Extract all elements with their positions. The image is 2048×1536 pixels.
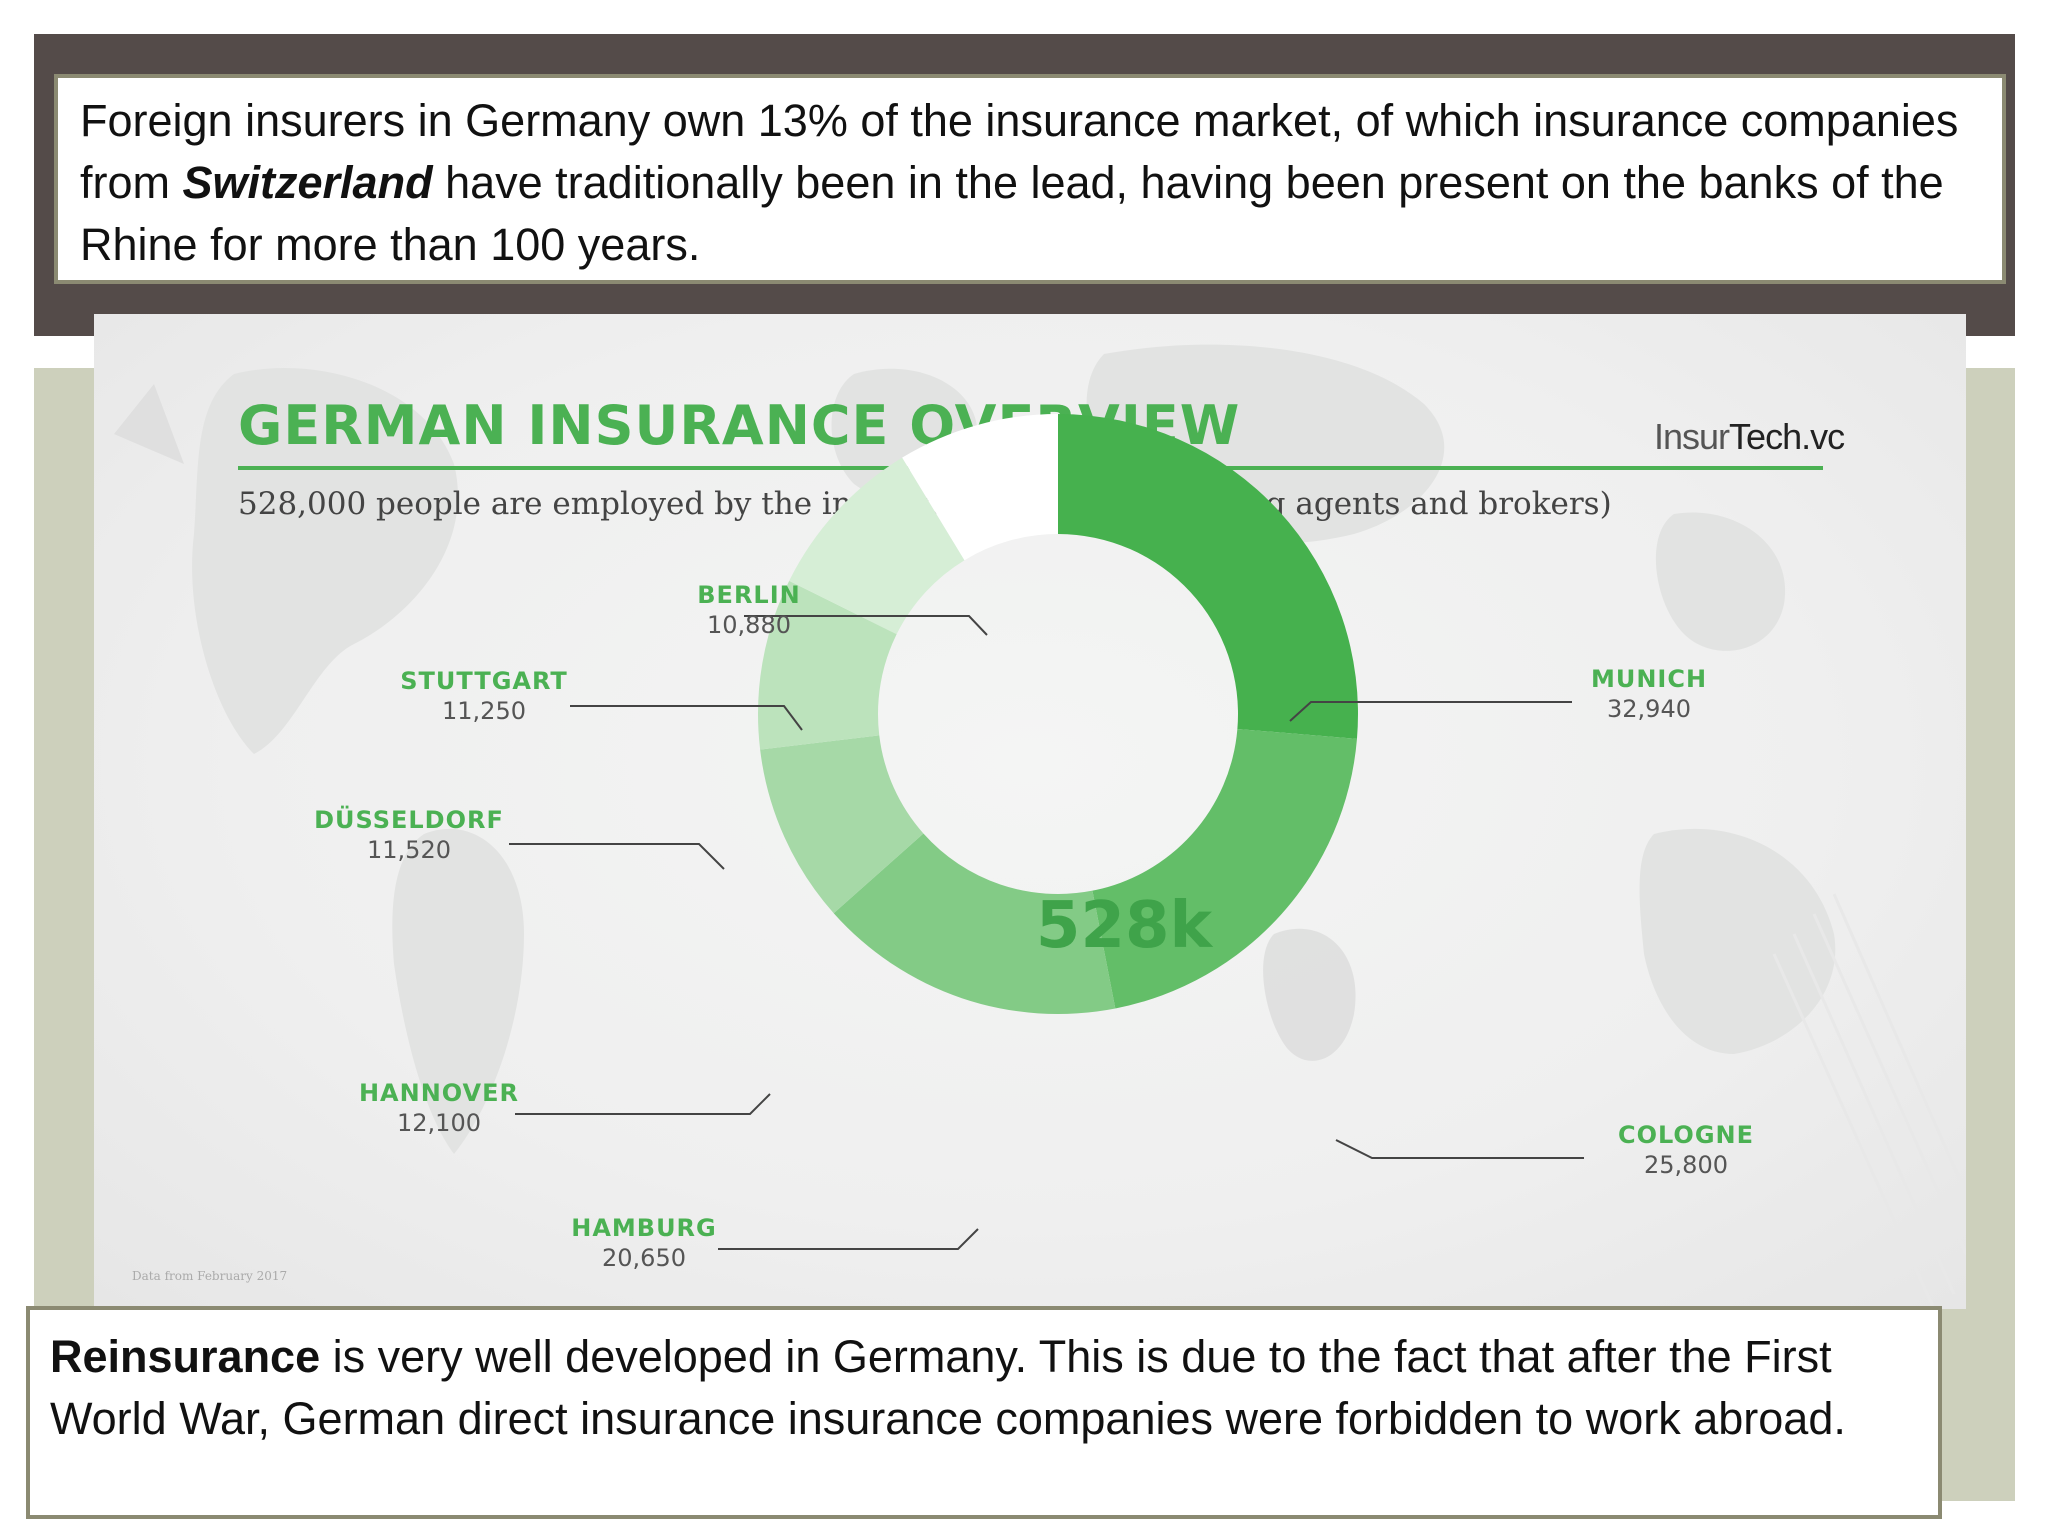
- label-hannover-name: HANNOVER: [358, 1079, 520, 1107]
- label-stuttgart-value: 11,250: [442, 697, 526, 725]
- donut-slice-stuttgart: [789, 457, 965, 635]
- reinsurance-keyword: Reinsurance: [50, 1331, 321, 1382]
- brand-part-2: Tech.vc: [1729, 416, 1845, 457]
- intro-text-end: have traditionally been in the lead, hav…: [80, 157, 1944, 270]
- label-cologne-name: COLOGNE: [1617, 1121, 1755, 1149]
- donut-slice-hamburg: [833, 833, 1116, 1014]
- label-berlin: BERLIN 10,880: [634, 580, 864, 640]
- label-dusseldorf: DÜSSELDORF 11,520: [279, 805, 539, 865]
- label-cologne-value: 25,800: [1644, 1151, 1728, 1179]
- label-munich-name: MUNICH: [1590, 665, 1708, 693]
- leader-stuttgart: [570, 705, 803, 731]
- data-source-footnote: Data from February 2017: [132, 1269, 288, 1283]
- leader-cologne: [1335, 1139, 1584, 1159]
- intro-emphasis: Switzerland: [182, 157, 433, 208]
- label-hamburg-name: HAMBURG: [571, 1214, 717, 1242]
- donut-chart: [509, 414, 1584, 1250]
- brand-part-1: Insur: [1654, 416, 1730, 457]
- label-munich-value: 32,940: [1607, 695, 1691, 723]
- brand-logo: InsurTech.vc: [1654, 416, 1845, 458]
- label-hannover-value: 12,100: [397, 1109, 481, 1137]
- label-hamburg-value: 20,650: [602, 1244, 686, 1272]
- leader-hamburg: [718, 1228, 979, 1250]
- label-stuttgart: STUTTGART 11,250: [354, 666, 614, 726]
- label-hamburg: HAMBURG 20,650: [524, 1213, 764, 1273]
- leader-dusseldorf: [509, 843, 725, 870]
- donut-slice-berlin: [902, 414, 1058, 561]
- leader-hannover: [515, 1093, 771, 1115]
- leader-berlin: [744, 615, 988, 636]
- donut-slice-munich: [1058, 414, 1358, 739]
- label-berlin-value: 10,880: [707, 611, 791, 639]
- donut-slice-düsseldorf: [758, 580, 897, 750]
- donut-slice-hannover: [760, 735, 924, 914]
- infographic-panel: GERMAN INSURANCE OVERVIEW InsurTech.vc 5…: [94, 314, 1966, 1309]
- donut-center-total: 528k: [1035, 889, 1213, 963]
- leader-munich: [1289, 701, 1572, 722]
- label-stuttgart-name: STUTTGART: [400, 667, 568, 695]
- intro-text-box: Foreign insurers in Germany own 13% of t…: [54, 74, 2006, 284]
- label-hannover: HANNOVER 12,100: [319, 1078, 559, 1138]
- label-berlin-name: BERLIN: [697, 581, 801, 609]
- reinsurance-text: is very well developed in Germany. This …: [50, 1331, 1846, 1444]
- world-map-background: [114, 344, 1966, 1309]
- reinsurance-text-box: Reinsurance is very well developed in Ge…: [26, 1306, 1942, 1519]
- label-cologne: COLOGNE 25,800: [1566, 1120, 1806, 1180]
- label-dusseldorf-name: DÜSSELDORF: [314, 806, 504, 834]
- label-dusseldorf-value: 11,520: [367, 836, 451, 864]
- label-munich: MUNICH 32,940: [1534, 664, 1764, 724]
- donut-slice-cologne: [1092, 728, 1357, 1009]
- intro-text: Foreign insurers in Germany own 13% of t…: [80, 95, 1959, 208]
